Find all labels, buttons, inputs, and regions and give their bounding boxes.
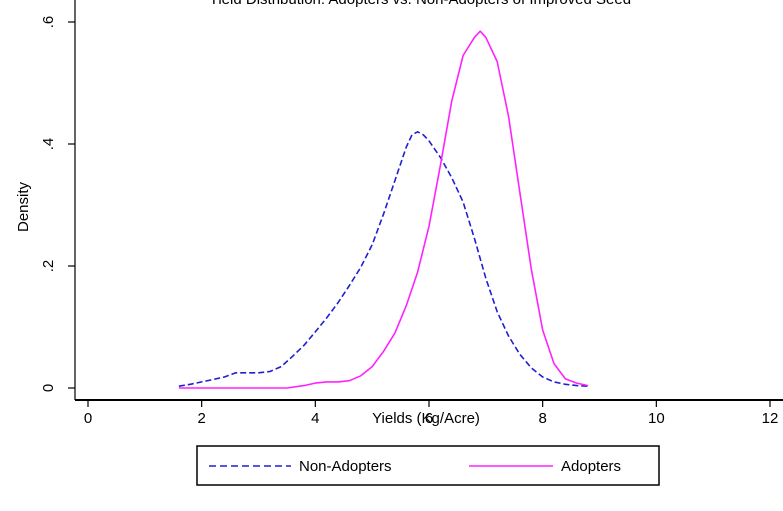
y-axis-ticks: 0 .2 .4 .6: [40, 16, 75, 392]
x-tick-label: 8: [538, 410, 546, 427]
x-axis-label: Yields (Kg/Acre): [372, 410, 480, 427]
y-tick-label: .6: [40, 16, 57, 29]
y-axis-label: Density: [15, 181, 32, 232]
x-tick-label: 6: [425, 410, 433, 427]
chart-title: Yield Distribution: Adopters vs. Non-Ado…: [209, 0, 631, 8]
legend-label-adopters: Adopters: [561, 458, 621, 475]
x-axis-ticks: 0 2 4 6 8 10 12: [84, 400, 779, 427]
series-line-adopters: [178, 30, 589, 389]
x-tick-label: 10: [648, 410, 665, 427]
legend: Non-Adopters Adopters: [196, 445, 660, 486]
y-tick-label: 0: [40, 384, 57, 392]
x-tick-label: 4: [311, 410, 319, 427]
x-tick-label: 0: [84, 410, 92, 427]
y-tick-label: .2: [40, 260, 57, 273]
x-tick-label: 2: [197, 410, 205, 427]
legend-box: [196, 445, 660, 486]
legend-label-non-adopters: Non-Adopters: [299, 458, 392, 475]
series-line-non-adopters: [178, 131, 589, 387]
y-tick-label: .4: [40, 138, 57, 151]
x-tick-label: 12: [762, 410, 779, 427]
plot-area: [178, 30, 589, 389]
